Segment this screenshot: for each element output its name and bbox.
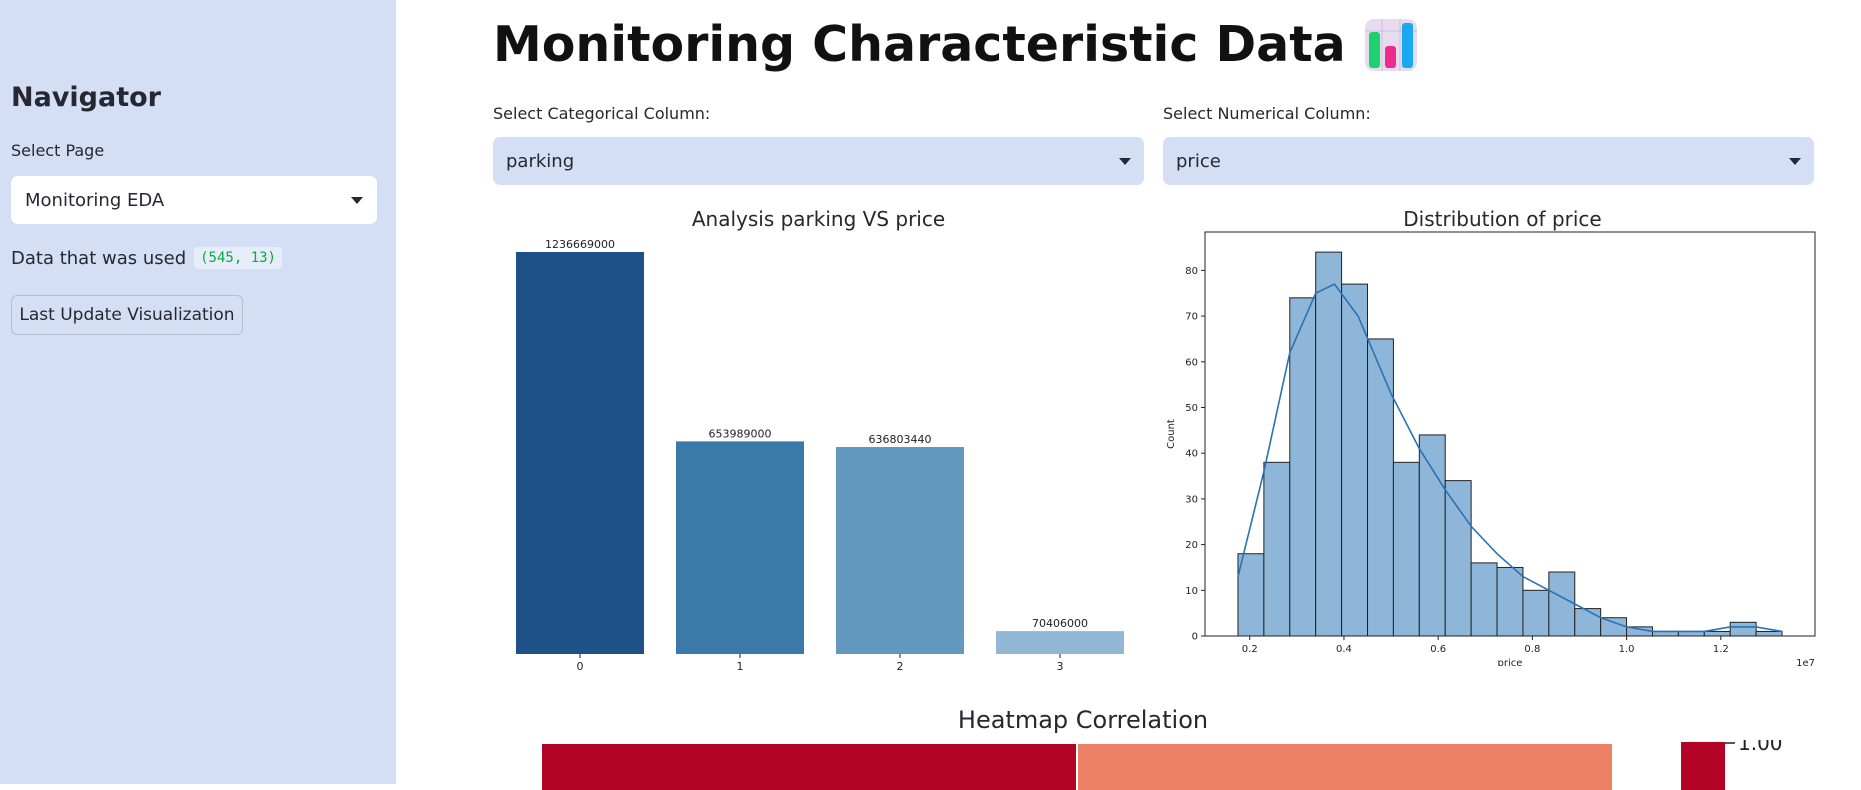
histogram-bin <box>1367 338 1394 637</box>
numerical-column-label: Select Numerical Column: <box>1163 104 1371 123</box>
y-tick-label: 50 <box>1185 403 1198 414</box>
x-tick-label: 3 <box>1057 660 1064 673</box>
y-tick-label: 0 <box>1192 632 1198 643</box>
kde-line <box>1237 283 1783 633</box>
histogram-bin <box>1522 589 1550 637</box>
x-tick-label: 2 <box>897 660 904 673</box>
bar-value-label: 636803440 <box>869 433 932 446</box>
x-multiplier-label: 1e7 <box>1796 658 1815 666</box>
histogram-bin <box>1444 480 1472 637</box>
x-axis-label: price <box>1498 658 1523 666</box>
data-shape-code: (545, 13) <box>194 247 282 269</box>
histogram-bin <box>1470 562 1498 637</box>
histogram-bin <box>1703 630 1731 637</box>
bar-3 <box>996 631 1124 654</box>
x-tick-label: 0.4 <box>1336 644 1352 655</box>
data-info-text: Data that was used <box>11 247 187 269</box>
y-tick-label: 10 <box>1185 586 1198 597</box>
heatmap: 1.00 <box>542 740 1783 790</box>
x-tick-label: 1.0 <box>1619 644 1635 655</box>
bar-value-label: 653989000 <box>709 427 772 440</box>
data-info: Data that was used (545, 13) <box>11 247 282 269</box>
page-select-value: Monitoring EDA <box>25 189 165 211</box>
chevron-down-icon <box>1119 157 1131 165</box>
x-tick-label: 0.2 <box>1242 644 1258 655</box>
chevron-down-icon <box>1789 157 1801 165</box>
y-tick-label: 70 <box>1185 312 1198 323</box>
y-tick-label: 20 <box>1185 540 1198 551</box>
bar-0 <box>516 252 644 654</box>
bar-chart-icon <box>1364 18 1417 71</box>
page-select[interactable]: Monitoring EDA <box>11 176 377 224</box>
bar-value-label: 70406000 <box>1032 617 1088 630</box>
categorical-column-label: Select Categorical Column: <box>493 104 711 123</box>
y-tick-label: 60 <box>1185 357 1198 368</box>
histogram-bin <box>1755 630 1783 637</box>
navigator-title: Navigator <box>11 82 161 113</box>
x-tick-label: 0.6 <box>1430 644 1446 655</box>
x-tick-label: 1.2 <box>1713 644 1729 655</box>
histogram-bin <box>1315 251 1343 637</box>
histogram-bin <box>1729 621 1757 637</box>
heatmap-title: Heatmap Correlation <box>957 706 1209 734</box>
x-tick-label: 1 <box>737 660 744 673</box>
histogram-bin <box>1263 461 1291 637</box>
x-tick-label: 0.8 <box>1524 644 1540 655</box>
y-tick-label: 80 <box>1185 266 1198 277</box>
select-page-label: Select Page <box>11 141 105 160</box>
numerical-column-select[interactable]: price <box>1163 137 1814 185</box>
y-axis-label: Count <box>1166 419 1177 449</box>
sidebar: Navigator Select Page Monitoring EDA Dat… <box>0 0 396 784</box>
histogram-bin <box>1341 283 1369 637</box>
bar-2 <box>836 446 964 654</box>
heatmap-colorbar <box>1681 742 1725 790</box>
heatmap-cell-0 <box>542 744 1076 790</box>
bar-value-label: 1236669000 <box>545 238 615 251</box>
categorical-column-value: parking <box>506 150 575 172</box>
y-tick-label: 40 <box>1185 449 1198 460</box>
histogram-title: Distribution of price <box>1403 207 1602 231</box>
y-tick-label: 30 <box>1185 494 1198 505</box>
histogram-bin <box>1574 608 1602 637</box>
histogram-bin <box>1600 617 1628 637</box>
numerical-column-value: price <box>1176 150 1221 172</box>
bar-chart-title: Analysis parking VS price <box>691 207 946 231</box>
page-title: Monitoring Characteristic Data <box>493 16 1418 73</box>
histogram-bin <box>1418 434 1446 637</box>
bar-1 <box>676 441 804 654</box>
categorical-column-select[interactable]: parking <box>493 137 1144 185</box>
heatmap-colorbar-label: 1.00 <box>1738 740 1783 755</box>
heatmap-cell-1 <box>1078 744 1612 790</box>
page-title-text: Monitoring Characteristic Data <box>493 16 1346 73</box>
histogram-bin <box>1237 553 1265 637</box>
histogram-bin <box>1392 461 1420 637</box>
chevron-down-icon <box>351 196 363 204</box>
x-tick-label: 0 <box>577 660 584 673</box>
histogram-chart: 0 10 20 30 40 50 60 70 80 0.2 0.4 0.6 0.8 1.0 1.2 price… <box>1166 231 1816 666</box>
histogram-bin <box>1548 571 1576 637</box>
histogram-bin <box>1496 566 1524 637</box>
bar-chart: 1236669000 0 653989000 1 636803440 2 70406000 3 <box>516 238 1124 673</box>
histogram-bin <box>1289 297 1317 637</box>
last-update-visualization-button[interactable]: Last Update Visualization <box>11 295 243 335</box>
